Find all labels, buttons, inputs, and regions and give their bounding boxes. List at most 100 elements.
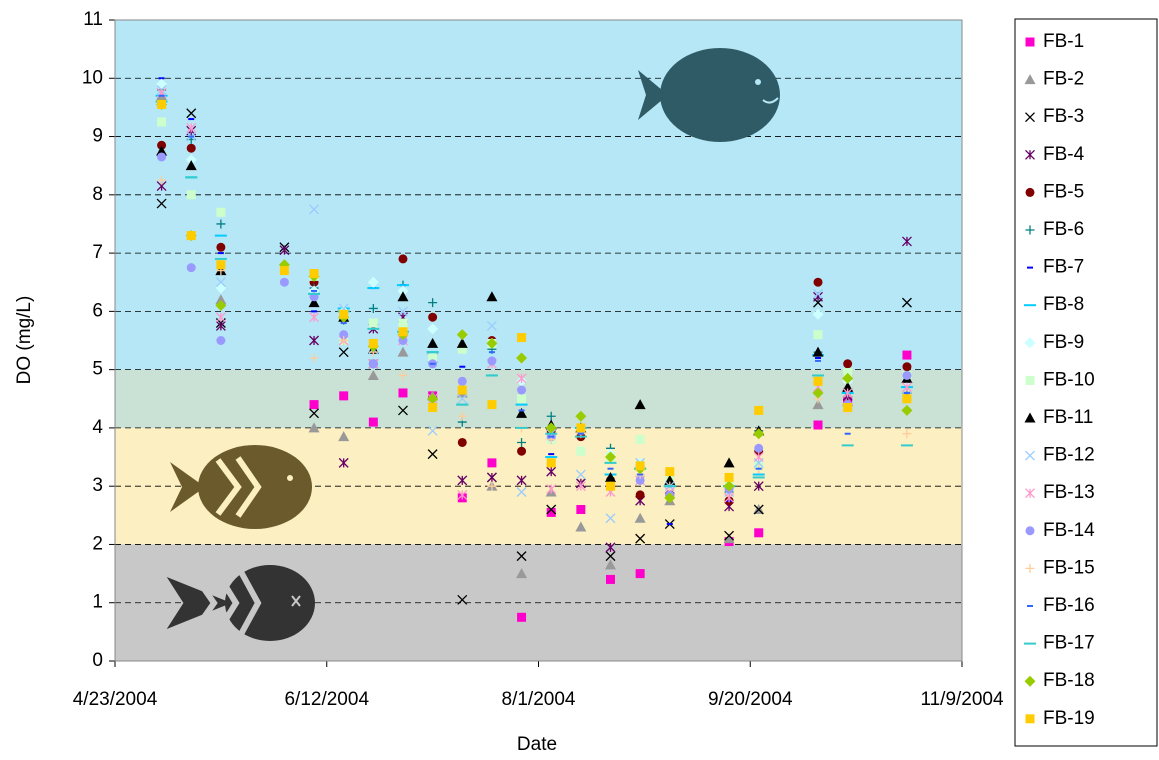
point xyxy=(664,492,676,504)
point xyxy=(723,533,735,544)
point xyxy=(723,480,735,492)
point xyxy=(665,467,675,477)
legend-swatch xyxy=(1024,675,1036,687)
legend-swatch xyxy=(1025,450,1035,461)
y-tick-label: 3 xyxy=(92,475,103,496)
point xyxy=(516,373,527,384)
point xyxy=(215,300,227,312)
point xyxy=(457,411,467,421)
point xyxy=(215,312,226,323)
point xyxy=(338,457,349,468)
point xyxy=(664,474,676,485)
point xyxy=(309,353,319,363)
legend-label: FB-5 xyxy=(1043,181,1084,202)
point xyxy=(517,385,527,395)
legend-box xyxy=(1014,18,1158,747)
point xyxy=(546,411,556,421)
point xyxy=(397,285,409,297)
legend-swatch xyxy=(1025,112,1035,123)
legend-label: FB-7 xyxy=(1043,257,1084,278)
point xyxy=(813,288,823,299)
x-tick-label: 4/23/2004 xyxy=(73,689,158,710)
point xyxy=(516,551,527,562)
y-tick-label: 8 xyxy=(92,184,103,205)
dead-fish xyxy=(166,565,315,641)
point xyxy=(157,175,167,185)
x-tick-label: 6/12/2004 xyxy=(284,689,369,710)
point xyxy=(487,400,497,410)
point xyxy=(216,260,226,270)
point xyxy=(605,574,615,584)
legend-label: FB-9 xyxy=(1043,332,1084,353)
legend-swatch xyxy=(1025,714,1035,724)
point xyxy=(843,359,853,369)
point xyxy=(157,117,167,127)
legend-swatch xyxy=(1024,337,1036,349)
point xyxy=(575,521,587,532)
point xyxy=(902,429,912,439)
point xyxy=(635,435,645,445)
point xyxy=(516,407,528,418)
point xyxy=(428,298,438,308)
point xyxy=(723,457,735,468)
point xyxy=(186,190,196,200)
point xyxy=(156,198,167,209)
point xyxy=(457,385,467,395)
point xyxy=(486,320,497,331)
bands xyxy=(115,20,962,661)
point xyxy=(754,443,764,453)
point xyxy=(724,492,735,503)
point xyxy=(309,400,319,410)
point xyxy=(309,268,319,278)
legend-label: FB-10 xyxy=(1043,369,1095,390)
point xyxy=(843,403,853,413)
point xyxy=(398,318,408,328)
point xyxy=(216,336,226,345)
point xyxy=(397,291,409,302)
point xyxy=(812,399,824,410)
point xyxy=(339,309,349,319)
point xyxy=(635,569,645,579)
point xyxy=(604,559,616,570)
point xyxy=(457,475,468,486)
point xyxy=(279,277,289,287)
point xyxy=(428,403,438,413)
point xyxy=(487,458,497,468)
point xyxy=(427,337,439,348)
legend-label: FB-2 xyxy=(1043,69,1084,90)
legend-label: FB-11 xyxy=(1043,407,1093,428)
y-tick-label: 9 xyxy=(92,126,103,147)
legend-swatch xyxy=(1025,187,1035,197)
point xyxy=(279,266,289,276)
y-tick-label: 6 xyxy=(92,300,103,321)
point xyxy=(517,394,527,404)
point xyxy=(185,160,197,171)
point xyxy=(546,466,557,477)
y-tick-label: 4 xyxy=(92,417,103,438)
legend-label: FB-4 xyxy=(1043,144,1085,165)
y-tick-label: 1 xyxy=(92,592,103,613)
legend-swatch xyxy=(1025,563,1035,573)
point xyxy=(157,99,167,109)
point xyxy=(398,254,408,264)
legend-swatch xyxy=(1025,149,1035,160)
point xyxy=(186,231,196,241)
point xyxy=(813,420,823,430)
legend-label: FB-13 xyxy=(1043,482,1095,503)
legend-label: FB-8 xyxy=(1043,294,1084,315)
fish-icons xyxy=(166,48,780,641)
point xyxy=(338,431,350,442)
point xyxy=(545,422,557,434)
point xyxy=(457,437,467,447)
point xyxy=(398,306,408,317)
point xyxy=(517,612,527,622)
point xyxy=(457,376,467,386)
point xyxy=(457,594,468,605)
point xyxy=(517,437,527,447)
y-tick-label: 5 xyxy=(92,359,103,380)
point xyxy=(604,471,616,482)
point xyxy=(457,393,468,404)
legend-swatch xyxy=(1025,488,1035,499)
point xyxy=(576,504,586,514)
y-tick-label: 7 xyxy=(92,242,103,263)
